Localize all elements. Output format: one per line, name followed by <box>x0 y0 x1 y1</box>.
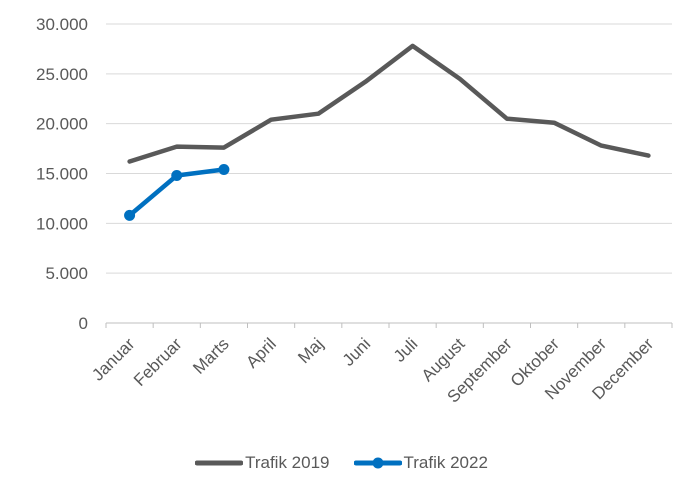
x-axis-tick-label: Maj <box>294 334 327 367</box>
x-axis-tick-label: April <box>242 334 279 371</box>
y-axis-tick-label: 15.000 <box>36 164 88 183</box>
y-axis-tick-label: 10.000 <box>36 214 88 233</box>
data-point-marker[interactable] <box>171 169 183 181</box>
legend-label-trafik-2019: Trafik 2019 <box>245 453 330 472</box>
x-axis-tick-label: Marts <box>189 334 232 377</box>
series-line-trafik-2019[interactable] <box>127 43 651 164</box>
y-axis-tick-label: 20.000 <box>36 115 88 134</box>
chart-legend: Trafik 2019 Trafik 2022 <box>0 453 683 473</box>
y-axis-tick-label: 30.000 <box>36 15 88 34</box>
line-chart: 05.00010.00015.00020.00025.00030.000Janu… <box>36 15 673 407</box>
legend-item-trafik-2019[interactable]: Trafik 2019 <box>195 453 330 473</box>
y-axis-tick-label: 0 <box>79 314 88 333</box>
x-axis-tick-label: Februar <box>130 334 186 390</box>
data-point-marker[interactable] <box>124 209 136 221</box>
y-axis-tick-label: 25.000 <box>36 65 88 84</box>
legend-line-sample-2022-icon <box>353 457 402 469</box>
y-axis-tick-label: 5.000 <box>45 264 88 283</box>
x-axis-tick-label: Juni <box>339 334 374 369</box>
legend-label-trafik-2022: Trafik 2022 <box>403 453 488 472</box>
legend-line-sample-2019-icon <box>195 460 244 466</box>
legend-item-trafik-2022[interactable]: Trafik 2022 <box>353 453 488 473</box>
data-point-marker[interactable] <box>218 164 230 176</box>
x-axis-tick-label: Juli <box>390 334 421 365</box>
